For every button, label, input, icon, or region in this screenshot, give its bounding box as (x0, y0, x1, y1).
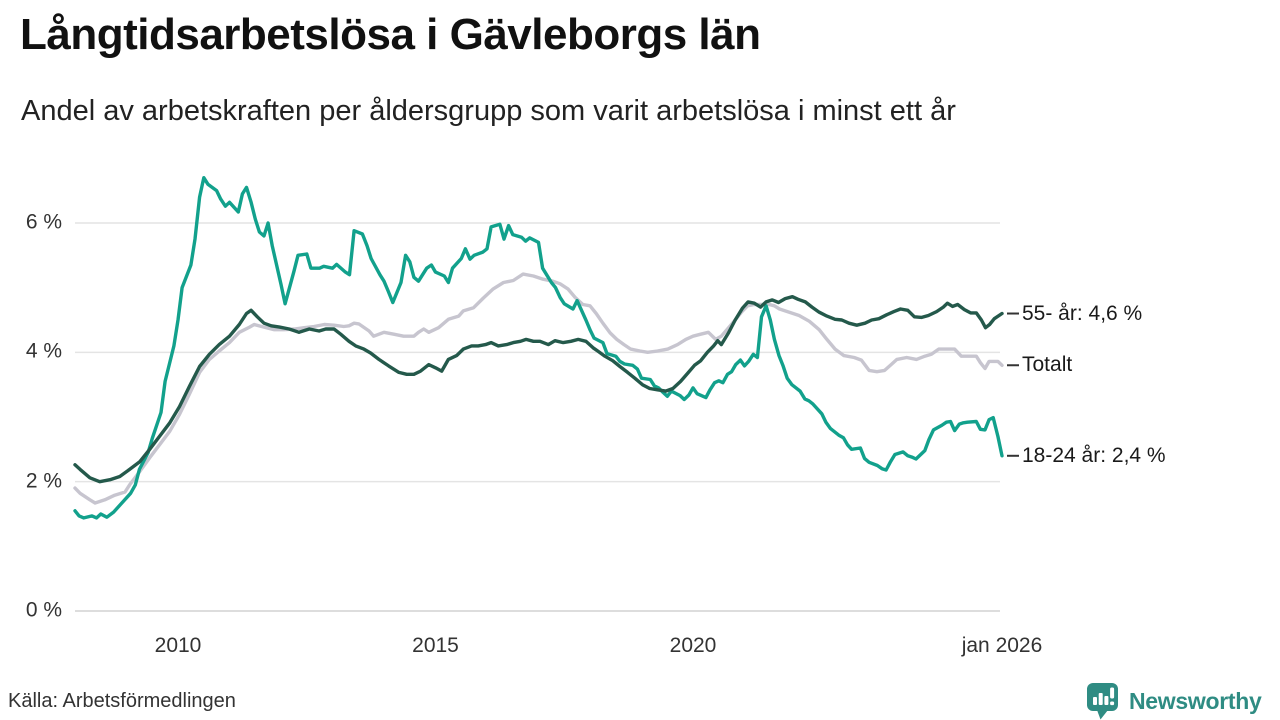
y-tick-label: 4 % (25, 339, 62, 363)
x-tick-label: 2010 (154, 634, 202, 657)
page-title: Långtidsarbetslösa i Gävleborgs län (20, 10, 761, 59)
series-label: 18-24 år: 2,4 % (1022, 443, 1166, 467)
x-tick-label: jan 2026 (961, 634, 1043, 657)
x-tick-label: 2015 (412, 634, 459, 657)
y-tick-label: 0 % (25, 598, 62, 622)
page-subtitle: Andel av arbetskraften per åldersgrupp s… (21, 95, 956, 127)
series-line-0 (73, 272, 1004, 505)
y-tick-label: 2 % (25, 469, 62, 493)
series-label: Totalt (1022, 353, 1073, 377)
newsworthy-bubble-chart-icon (1087, 683, 1118, 720)
series-line-1 (73, 175, 1004, 520)
newsworthy-logo: Newsworthy (1086, 682, 1262, 720)
source-note: Källa: Arbetsförmedlingen (8, 690, 236, 712)
newsworthy-wordmark: Newsworthy (1129, 687, 1262, 714)
x-tick-label: 2020 (669, 634, 717, 657)
series-line-2 (73, 295, 1004, 484)
y-tick-label: 6 % (25, 210, 62, 234)
series-label: 55- år: 4,6 % (1022, 301, 1143, 325)
